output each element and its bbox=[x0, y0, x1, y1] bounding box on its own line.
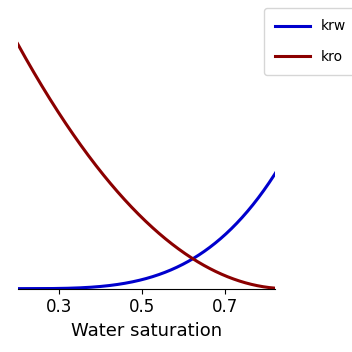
Legend: krw, kro: krw, kro bbox=[264, 8, 352, 75]
X-axis label: Water saturation: Water saturation bbox=[70, 322, 222, 340]
